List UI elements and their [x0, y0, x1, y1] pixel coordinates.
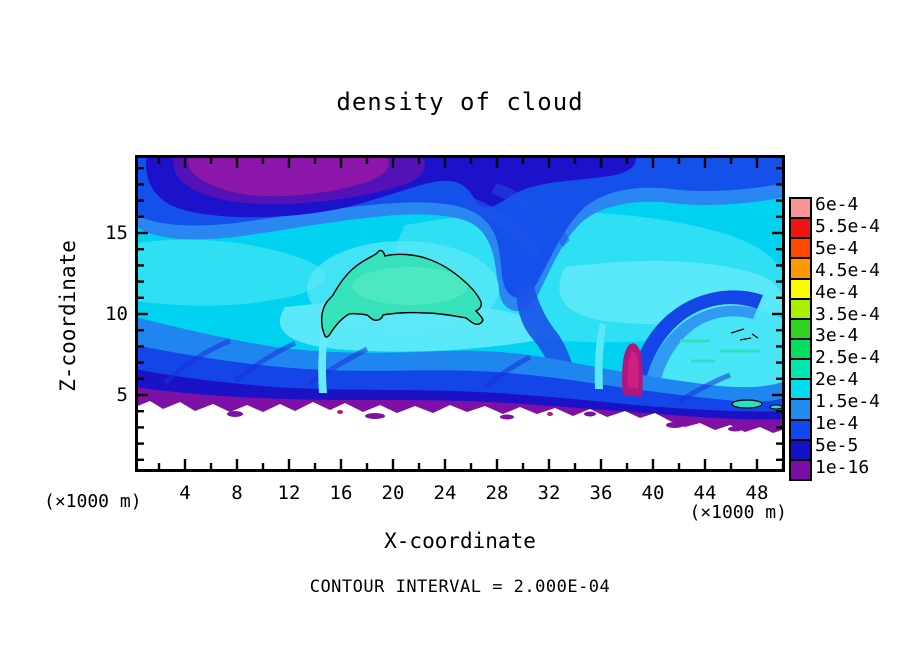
- colorbar-segment-4: [791, 279, 810, 300]
- colorbar-label-2e-4: 2e-4: [815, 369, 859, 391]
- colorbar-segment-13: [791, 460, 810, 479]
- x-tick-label-16: 16: [329, 482, 353, 504]
- y-tick-label-5: 5: [116, 384, 128, 406]
- x-tick-label-8: 8: [231, 482, 243, 504]
- x-tick-label-32: 32: [537, 482, 561, 504]
- colorbar-label-3e-4: 3e-4: [815, 325, 859, 347]
- colorbar-segment-3: [791, 259, 810, 280]
- colorbar-segment-0: [791, 199, 810, 220]
- colorbar-segment-12: [791, 440, 810, 461]
- colorbar: [789, 197, 812, 481]
- x-axis-title: X-coordinate: [384, 529, 536, 553]
- axis-ticks: [138, 158, 785, 469]
- y-tick-label-10: 10: [105, 303, 128, 325]
- colorbar-label-4e-4: 4e-4: [815, 281, 859, 303]
- colorbar-label-5e-4: 5e-4: [815, 237, 859, 259]
- page-title: density of cloud: [336, 88, 584, 116]
- colorbar-segment-10: [791, 400, 810, 421]
- colorbar-label-5e-5: 5e-5: [815, 434, 859, 456]
- density-heatmap: [135, 155, 785, 472]
- colorbar-segment-6: [791, 319, 810, 340]
- colorbar-label-4.5e-4: 4.5e-4: [815, 259, 881, 281]
- colorbar-label-1e-16: 1e-16: [815, 456, 870, 478]
- x-tick-label-44: 44: [693, 482, 717, 504]
- x-tick-label-4: 4: [179, 482, 191, 504]
- contour-spot: [731, 399, 763, 409]
- contour-interval-note: CONTOUR INTERVAL = 2.000E-04: [309, 577, 611, 597]
- x-tick-label-20: 20: [381, 482, 405, 504]
- colorbar-label-1.5e-4: 1.5e-4: [815, 391, 881, 413]
- colorbar-label-5.5e-4: 5.5e-4: [815, 215, 881, 237]
- colorbar-segment-5: [791, 299, 810, 320]
- colorbar-segment-1: [791, 219, 810, 240]
- contour-line-2e-4: [320, 249, 484, 338]
- colorbar-label-2.5e-4: 2.5e-4: [815, 347, 881, 369]
- colorbar-segment-11: [791, 420, 810, 441]
- colorbar-segment-9: [791, 380, 810, 401]
- y-axis-title: Z-coordinate: [56, 240, 80, 392]
- colorbar-label-3.5e-4: 3.5e-4: [815, 303, 881, 325]
- x-tick-label-28: 28: [485, 482, 509, 504]
- x-tick-label-40: 40: [641, 482, 665, 504]
- x-axis-unit: (×1000 m): [689, 502, 787, 523]
- x-tick-label-48: 48: [745, 482, 769, 504]
- x-tick-label-36: 36: [589, 482, 613, 504]
- colorbar-segment-2: [791, 239, 810, 260]
- plot-frame: [135, 155, 785, 472]
- colorbar-label-1e-4: 1e-4: [815, 413, 859, 434]
- y-tick-label-15: 15: [105, 222, 128, 244]
- colorbar-label-6e-4: 6e-4: [815, 194, 859, 215]
- x-tick-label-24: 24: [433, 482, 457, 504]
- y-axis-unit: (×1000 m): [44, 491, 142, 512]
- colorbar-segment-8: [791, 360, 810, 381]
- x-tick-label-12: 12: [277, 482, 301, 504]
- colorbar-segment-7: [791, 339, 810, 361]
